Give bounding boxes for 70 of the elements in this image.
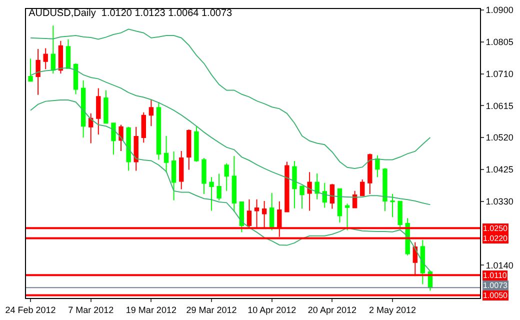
candlestick (284, 161, 290, 212)
y-tick-label: 1.0140 (486, 260, 514, 270)
ref-line-label: 1.0110 (483, 271, 508, 280)
candlestick (148, 99, 154, 127)
ref-line-label: 1.0220 (483, 234, 508, 243)
line-series (30, 28, 431, 169)
candlestick (171, 150, 176, 201)
x-tick-label: 20 Apr 2012 (308, 304, 356, 315)
candlestick (126, 126, 131, 172)
ref-line-label: 1.0073 (483, 281, 508, 290)
x-tick-label: 2 May 2012 (369, 304, 416, 315)
candlestick (50, 24, 56, 74)
candlestick (390, 193, 395, 218)
candlestick (179, 150, 184, 190)
candlestick (88, 112, 94, 144)
candlestick (300, 186, 304, 210)
y-tick-label: 1.0330 (486, 196, 514, 206)
y-tick-label: 1.0520 (486, 132, 514, 143)
candlestick (344, 203, 350, 231)
candlestick (28, 58, 33, 82)
candlestick (73, 62, 78, 95)
candlestick (104, 90, 108, 124)
candlestick (368, 153, 372, 194)
candlestick (58, 40, 64, 74)
x-tick-label: 10 Apr 2012 (248, 304, 296, 315)
candlestick (322, 182, 327, 208)
candlestick (164, 135, 169, 173)
candlestick (382, 168, 388, 212)
y-tick-label: 1.0425 (486, 164, 514, 175)
candlestick (141, 112, 146, 144)
candlestick (232, 156, 236, 212)
candlestick (202, 158, 206, 194)
candlestick (239, 202, 244, 233)
candlestick (360, 179, 365, 196)
x-tick-label: 7 Mar 2012 (68, 304, 114, 315)
ref-line-label: 1.0050 (483, 291, 508, 300)
candlestick (118, 124, 124, 152)
y-tick-label: 1.0710 (486, 68, 514, 79)
y-tick-label: 1.0615 (486, 100, 514, 111)
candlestick (66, 38, 71, 69)
candlestick (36, 48, 40, 96)
candlestick (224, 162, 229, 192)
candlestick (307, 172, 312, 212)
candlestick (134, 126, 138, 172)
x-tick-label: 29 Mar 2012 (186, 304, 237, 315)
candlestick (209, 176, 214, 212)
y-tick-label: 1.0805 (486, 37, 514, 48)
candlestick (156, 101, 162, 160)
candlestick (194, 126, 199, 162)
line-series (30, 67, 431, 206)
candlestick (375, 154, 380, 178)
candlestick (111, 122, 116, 156)
candlestick (420, 239, 426, 285)
candlestick (43, 48, 48, 70)
ref-line-label: 1.0250 (483, 224, 508, 233)
candlestick (270, 192, 274, 231)
candlestick (292, 160, 297, 209)
candlestick (96, 88, 101, 136)
candlestick (216, 173, 222, 201)
chart-title: AUDUSD,Daily 1.0120 1.0123 1.0064 1.0073 (28, 8, 233, 19)
x-tick-label: 24 Feb 2012 (5, 304, 56, 315)
candlestick (398, 200, 402, 228)
candlestick (330, 183, 335, 210)
y-tick-label: 1.0900 (486, 5, 514, 16)
candlestick (80, 80, 86, 138)
x-tick-label: 19 Mar 2012 (126, 304, 176, 315)
line-series (30, 99, 431, 272)
candlestick (314, 172, 320, 200)
candlestick (186, 129, 192, 170)
candlestick (337, 188, 342, 223)
